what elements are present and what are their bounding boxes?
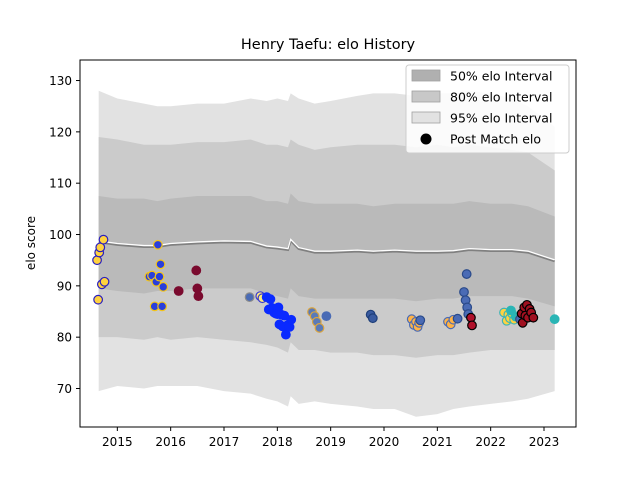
legend: 50% elo Interval 80% elo Interval 95% elo … <box>405 64 570 154</box>
y-axis-label: elo score <box>24 216 38 270</box>
match-series-3 <box>244 292 255 303</box>
post-match-elo-point <box>367 313 378 324</box>
post-match-elo-point <box>98 234 109 245</box>
mean-elo-line <box>98 238 556 263</box>
y-tick-label: 110 <box>49 177 72 191</box>
legend-swatch <box>411 69 441 82</box>
match-series-8 <box>365 309 378 324</box>
post-match-elo-point <box>155 259 166 270</box>
post-match-elo-point <box>93 294 104 305</box>
y-tick-label: 90 <box>57 279 72 293</box>
x-tick-label: 2017 <box>209 435 240 449</box>
post-match-elo-point <box>528 312 539 323</box>
x-tick-label: 2016 <box>155 435 186 449</box>
x-tick-label: 2021 <box>422 435 453 449</box>
post-match-elo-point <box>549 314 560 325</box>
x-tick-label: 2023 <box>529 435 560 449</box>
y-tick-label: 80 <box>57 331 72 345</box>
post-match-elo-point <box>157 301 168 312</box>
match-series-0 <box>92 234 110 305</box>
x-tick-label: 2015 <box>102 435 133 449</box>
post-match-elo-point <box>459 287 469 297</box>
post-match-elo-point <box>193 291 204 302</box>
post-match-elo-point <box>461 269 472 279</box>
match-series-1 <box>144 239 169 312</box>
post-match-elo-point <box>152 239 163 250</box>
match-series-7 <box>321 311 332 322</box>
legend-swatch <box>411 90 441 103</box>
legend-label: 95% elo Interval <box>450 111 552 126</box>
post-match-elo-point <box>467 320 477 331</box>
axes: 2015 2016 2017 2018 2019 2020 2021 2022 2023 70 80… <box>49 59 577 449</box>
legend-box <box>405 64 570 154</box>
post-match-elo-point <box>280 329 291 340</box>
post-match-elo-point <box>314 323 325 333</box>
chart-title: Henry Taefu: elo History <box>241 37 416 53</box>
post-match-elo-point <box>158 281 169 292</box>
post-match-elo-point <box>191 265 202 276</box>
x-tick-label: 2019 <box>315 435 346 449</box>
mean-elo-highlight <box>98 238 555 261</box>
match-series-10 <box>415 269 474 326</box>
post-match-elo-point <box>415 315 426 326</box>
y-tick-label: 100 <box>49 228 72 242</box>
post-match-elo-point <box>321 311 332 322</box>
x-tick-label: 2022 <box>475 435 506 449</box>
post-match-elo-point <box>244 292 255 303</box>
post-match-elo-point <box>452 313 463 324</box>
post-match-elo-point <box>99 276 110 287</box>
match-series-11 <box>466 312 477 331</box>
legend-swatch <box>411 111 441 124</box>
legend-marker <box>420 133 432 145</box>
plot-area <box>92 90 560 417</box>
legend-label: 50% elo Interval <box>450 69 552 84</box>
axes-frame <box>79 59 577 428</box>
post-match-elo-point <box>286 314 297 325</box>
post-match-elo-point <box>154 271 165 282</box>
y-tick-label: 70 <box>57 382 72 396</box>
match-series-5 <box>261 292 297 340</box>
plot-clip-group <box>92 90 560 417</box>
legend-label: Post Match elo <box>450 132 541 147</box>
band-50-interval <box>98 193 555 307</box>
post-match-elo-point <box>265 294 276 305</box>
x-tick-label: 2020 <box>369 435 400 449</box>
match-series-2 <box>173 265 204 302</box>
y-tick-label: 130 <box>49 74 72 88</box>
match-series-15 <box>516 299 539 328</box>
x-tick-label: 2018 <box>262 435 293 449</box>
legend-label: 80% elo Interval <box>450 90 552 105</box>
post-match-elo-point <box>173 286 184 296</box>
y-tick-label: 120 <box>49 125 72 139</box>
match-series-6 <box>307 307 325 333</box>
